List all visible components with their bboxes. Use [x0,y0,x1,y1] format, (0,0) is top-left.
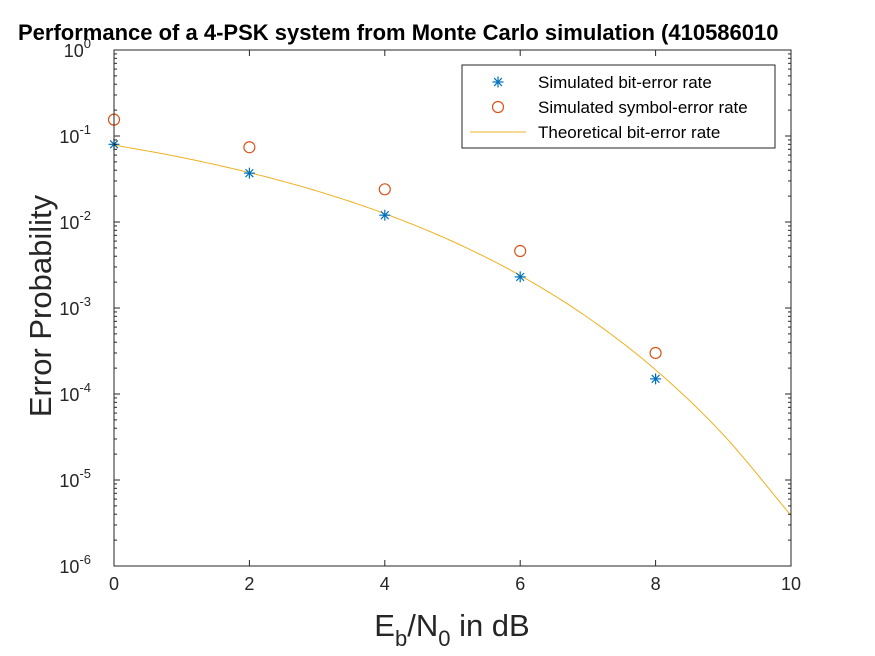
legend-label: Simulated bit-error rate [538,73,712,92]
tick-marks [113,49,792,567]
ser-point [378,183,391,196]
theoretical-curve-layer [113,144,792,516]
y-tick-label: 10-4 [59,380,91,405]
x-axis-label: Eb/N0 in dB [374,608,529,651]
x-tick-label: 0 [109,574,119,594]
y-tick-label: 100 [64,36,91,61]
y-tick-label: 10-3 [59,294,91,319]
theoretical-ber-line [113,144,792,516]
y-tick-label: 10-2 [59,208,91,233]
chart-title: Performance of a 4-PSK system from Monte… [18,20,778,45]
legend-label: Simulated symbol-error rate [538,98,748,117]
x-tick-label: 10 [781,574,801,594]
x-tick-labels: 0 2 4 6 8 10 [109,574,801,594]
y-axis-label: Error Probability [23,194,58,417]
ber-point [650,373,662,385]
x-tick-label: 2 [244,574,254,594]
legend: Simulated bit-error rate Simulated symbol… [461,64,776,149]
legend-label: Theoretical bit-error rate [538,123,720,142]
ber-point [243,167,255,179]
ser-point [514,244,527,258]
x-tick-label: 8 [651,574,661,594]
ser-point [243,141,256,154]
y-tick-labels: 100 10-1 10-2 10-3 10-4 10-5 10-6 [59,36,91,577]
y-tick-label: 10-5 [59,466,91,491]
ber-point [514,271,526,283]
legend-ber-symbol [492,76,504,88]
y-tick-label: 10-6 [59,552,91,577]
x-tick-label: 6 [515,574,525,594]
ber-point [379,209,391,221]
y-tick-label: 10-1 [59,122,91,147]
ser-point [649,346,662,360]
legend-ser-symbol [491,100,505,114]
legend-box [461,64,776,149]
x-tick-label: 4 [380,574,390,594]
